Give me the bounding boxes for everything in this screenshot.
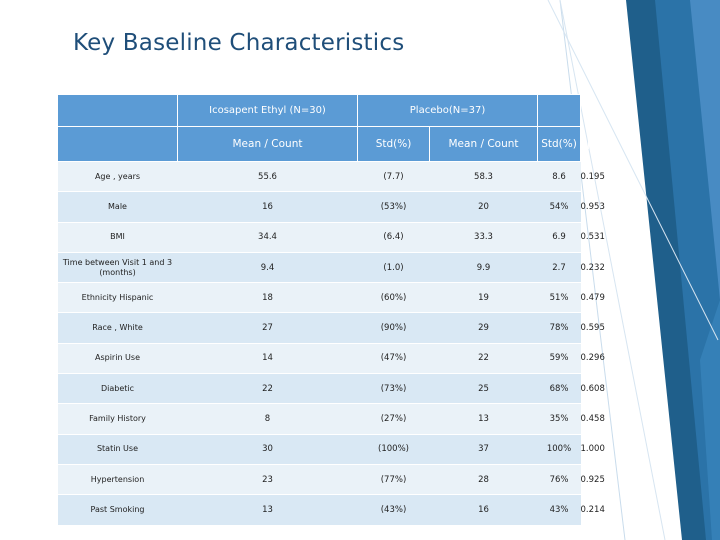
cell-mean-1: 18 [177,282,358,314]
cell-mean-1: 13 [177,494,358,526]
cell-std-2: 43% [537,494,581,526]
cell-mean-1: 55.6 [177,161,358,193]
cell-mean-2: 37 [429,434,538,465]
cell-mean-1: 23 [177,464,358,496]
table-row: Family History 8 (27%) 13 35% 0.458 [57,403,605,435]
cell-mean-2: 13 [429,403,538,435]
table-row: Race , White 27 (90%) 29 78% 0.595 [57,312,605,344]
row-label: Race , White [57,312,178,344]
cell-mean-2: 25 [429,373,538,405]
deco-mid-facet [655,0,720,540]
row-label: Past Smoking [57,494,178,526]
table-row: Statin Use 30 (100%) 37 100% 1.000 [57,434,605,465]
cell-std-1: (1.0) [357,252,430,284]
cell-std-2: 76% [537,464,581,496]
row-label: Statin Use [57,434,178,465]
row-label: Male [57,191,178,223]
cell-std-2: 8.6 [537,161,581,193]
row-label: Diabetic [57,373,178,405]
cell-std-1: (6.4) [357,222,430,253]
deco-lower-facet [700,300,720,540]
cell-std-1: (73%) [357,373,430,405]
cell-mean-1: 9.4 [177,252,358,284]
row-label: Family History [57,403,178,435]
row-label: BMI [57,222,178,253]
cell-mean-2: 19 [429,282,538,314]
table-row: Age , years 55.6 (7.7) 58.3 8.6 0.195 [57,161,605,193]
table-row: Male 16 (53%) 20 54% 0.953 [57,191,605,223]
baseline-table: Icosapent Ethyl (N=30) Placebo(N=37) Mea… [57,94,605,526]
header-empty [57,94,178,127]
cell-mean-1: 22 [177,373,358,405]
cell-std-1: (60%) [357,282,430,314]
cell-mean-1: 16 [177,191,358,223]
column-header-row: Mean / Count Std(%) Mean / Count Std(%) … [57,126,594,162]
table-row: Time between Visit 1 and 3 (months) 9.4 (1… [57,252,605,284]
cell-mean-2: 28 [429,464,538,496]
cell-std-1: (27%) [357,403,430,435]
cell-std-2: 2.7 [537,252,581,284]
header-empty-p [537,94,582,127]
group-placebo: Placebo(N=37) [356,94,539,127]
cell-std-2: 78% [537,312,581,344]
cell-mean-2: 58.3 [429,161,538,193]
row-label: Aspirin Use [57,343,178,375]
table-row: BMI 34.4 (6.4) 33.3 6.9 0.531 [57,222,605,253]
table-row: Diabetic 22 (73%) 25 68% 0.608 [57,373,605,405]
col-mean-2: Mean / Count [428,126,539,162]
row-label: Ethnicity Hispanic [57,282,178,314]
cell-std-1: (43%) [357,494,430,526]
cell-mean-1: 30 [177,434,358,465]
table-row: Hypertension 23 (77%) 28 76% 0.925 [57,464,605,496]
table-row: Past Smoking 13 (43%) 16 43% 0.214 [57,494,605,526]
cell-mean-1: 34.4 [177,222,358,253]
cell-std-1: (53%) [357,191,430,223]
header-label-blank [57,126,178,162]
cell-std-2: 35% [537,403,581,435]
row-label: Age , years [57,161,178,193]
cell-std-1: (47%) [357,343,430,375]
cell-mean-1: 14 [177,343,358,375]
cell-std-2: 59% [537,343,581,375]
row-label: Hypertension [57,464,178,496]
deco-light-facet [690,0,720,300]
cell-std-2: 51% [537,282,581,314]
cell-mean-2: 9.9 [429,252,538,284]
col-mean-1: Mean / Count [177,126,358,162]
cell-mean-2: 16 [429,494,538,526]
slide-title: Key Baseline Characteristics [73,30,405,56]
cell-std-1: (77%) [357,464,430,496]
cell-std-2: 68% [537,373,581,405]
cell-mean-1: 27 [177,312,358,344]
deco-dark-facet [626,0,720,540]
col-std-2: Std(%) [537,126,582,162]
cell-mean-2: 29 [429,312,538,344]
cell-mean-2: 33.3 [429,222,538,253]
table-row: Ethnicity Hispanic 18 (60%) 19 51% 0.479 [57,282,605,314]
cell-mean-2: 22 [429,343,538,375]
cell-std-2: 54% [537,191,581,223]
cell-mean-2: 20 [429,191,538,223]
cell-std-1: (7.7) [357,161,430,193]
cell-std-2: 100% [537,434,581,465]
cell-mean-1: 8 [177,403,358,435]
table-row: Aspirin Use 14 (47%) 22 59% 0.296 [57,343,605,375]
cell-std-1: (100%) [357,434,430,465]
group-icosapent: Icosapent Ethyl (N=30) [177,94,358,127]
cell-std-1: (90%) [357,312,430,344]
cell-std-2: 6.9 [537,222,581,253]
col-std-1: Std(%) [357,126,430,162]
group-header-row: Icosapent Ethyl (N=30) Placebo(N=37) [57,94,582,127]
row-label: Time between Visit 1 and 3 (months) [57,252,178,284]
